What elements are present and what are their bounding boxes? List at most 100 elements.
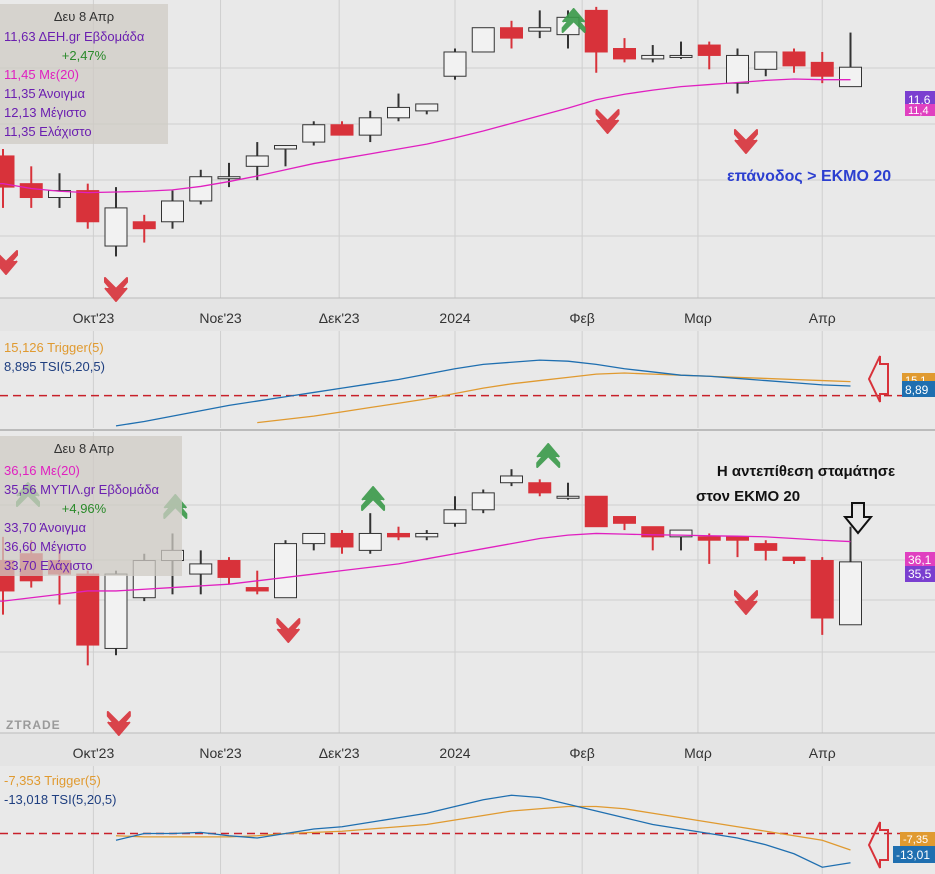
candle-body [330,532,354,548]
x-tick-label: Φεβ [569,310,594,326]
info-ma: 36,16 Με(20) [4,463,80,478]
candle-body [415,103,439,112]
buy-arrow-icon [361,486,386,511]
info-low: 33,70 Ελάχιστο [4,558,93,573]
price-tags-bottom: 36,1 35,5 [905,552,935,582]
x-tick-label: Οκτ'23 [73,310,115,326]
candle-body [641,526,665,538]
candle-body [415,532,439,538]
candle-body [839,66,862,88]
candle-body [500,475,523,484]
x-tick-label: Φεβ [569,745,594,761]
candle-body [19,183,43,199]
candle-body [387,106,410,119]
candle-series [0,6,862,257]
value-tag: -13,01 [896,848,930,862]
candle-body [189,176,213,202]
info-high: 36,60 Μέγιστο [4,539,86,554]
candle-body [754,543,778,551]
candle-body [782,556,806,562]
candle-body [810,61,834,77]
buy-arrow-icon [536,443,561,468]
info-box-top: Δευ 8 Απρ 11,63 ΔΕΗ.gr Εβδομάδα +2,47% 1… [0,4,168,144]
x-tick-label: Απρ [809,745,836,761]
x-tick-label: Νοε'23 [199,310,242,326]
value-tags-osc-top: 15,1 8,89 [902,373,935,397]
tsi-line [115,359,851,427]
x-tick-label: Οκτ'23 [73,745,115,761]
annotation-bottom-line1: Η αντεπίθεση σταμάτησε [717,463,895,480]
down-outline-arrow-icon [842,502,874,535]
oscillator-series [0,359,935,427]
candle-body [613,48,636,60]
candle-body [697,44,721,56]
price-tag: 11,6 [908,93,931,107]
annotation-top: επάνοδος > ΕΚΜΟ 20 [727,168,891,185]
candle-body [104,207,128,247]
annotation-bottom-line2: στον ΕΚΜΟ 20 [696,488,800,505]
candle-body [810,560,834,619]
sell-arrow-icon [0,250,18,275]
candle-body [584,9,608,53]
info-close: 11,63 ΔΕΗ.gr Εβδομάδα [4,29,145,44]
info-date: Δευ 8 Απρ [54,9,114,24]
value-tag: 8,89 [905,383,929,397]
candle-body [302,532,326,545]
candle-body [726,54,749,84]
x-axes: Οκτ'23 Οκτ'23 Νοε'23 Νοε'23 Δεκ'23 Δεκ'23 2024… [73,310,836,761]
candle-body [217,560,241,578]
x-tick-label: Δεκ'23 [319,310,360,326]
info-low: 11,35 Ελάχιστο [4,124,92,139]
sell-arrow-icon [276,618,301,643]
legend-trigger-top: 15,126 Trigger(5) [4,340,104,355]
left-outline-arrow-icon [867,355,889,403]
candle-body [358,532,382,551]
candle-body [839,561,862,626]
candle-body [274,543,297,599]
legend-tsi-top: 8,895 TSI(5,20,5) [4,359,105,374]
x-axis-strip [0,298,935,331]
x-tick-label: Μαρ [684,745,712,761]
sell-arrow-icon [595,109,620,134]
candle-body [641,54,665,60]
candle-body [528,482,552,494]
candle-body [584,495,608,528]
candle-body [132,221,156,230]
candle-body [302,124,326,143]
candle-body [274,145,297,150]
candle-body [613,516,636,524]
candle-body [471,492,495,511]
info-date: Δευ 8 Απρ [54,441,114,456]
candle-body [76,190,100,223]
candle-body [556,495,580,499]
info-ma: 11,45 Με(20) [4,67,79,82]
trigger-line [257,372,851,424]
info-high: 12,13 Μέγιστο [4,105,86,120]
candle-body [669,54,693,58]
sell-arrow-icon [104,277,128,302]
x-axis-strip [0,733,935,766]
value-tags-osc-bottom: -7,35 -13,01 [893,832,935,863]
candle-body [697,536,721,541]
value-tag: -7,35 [903,834,928,846]
price-tag: 36,1 [908,553,932,567]
x-tick-label: 2024 [439,745,470,761]
legend-trigger-bottom: -7,353 Trigger(5) [4,773,101,788]
x-tick-label: Δεκ'23 [319,745,360,761]
candle-body [471,27,495,53]
info-change: +4,96% [62,501,107,516]
buy-arrow-icon [561,8,586,33]
candle-body [443,51,467,77]
x-tick-label: Νοε'23 [199,745,242,761]
candle-body [245,587,269,592]
candle-body [330,124,354,136]
sell-arrow-icon [733,129,758,154]
candle-body [245,155,269,167]
info-change: +2,47% [62,48,107,63]
price-tag: 35,5 [908,567,932,581]
ma20-line [0,532,851,602]
legend-tsi-bottom: -13,018 TSI(5,20,5) [4,792,117,807]
candle-body [161,200,184,223]
